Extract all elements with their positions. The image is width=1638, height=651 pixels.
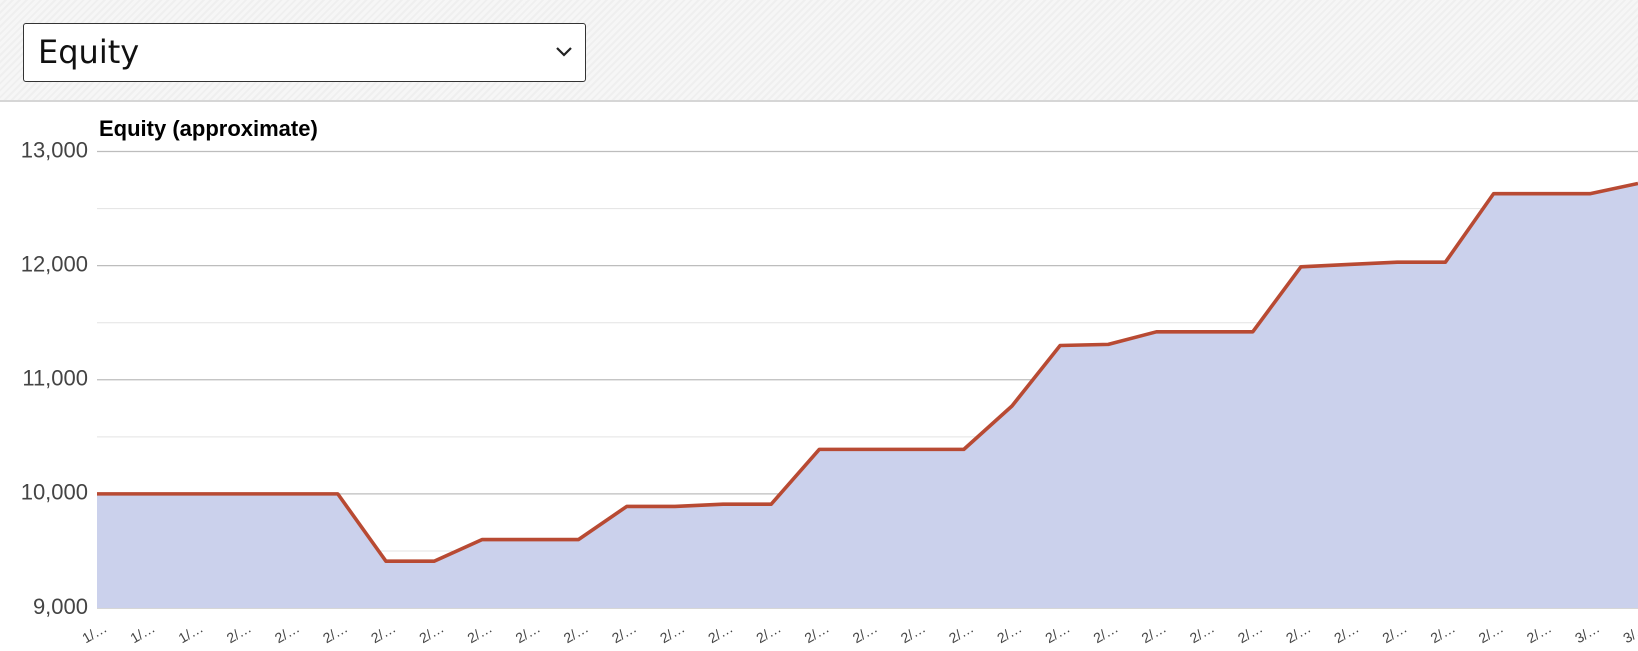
x-tick-label: 2/… <box>898 620 928 647</box>
x-tick-label: 2/… <box>513 620 543 647</box>
toolbar: Equity <box>0 0 1638 102</box>
x-tick-label: 2/… <box>946 620 976 647</box>
y-tick-label: 13,000 <box>21 137 88 162</box>
x-tick-label: 2/… <box>272 620 302 647</box>
y-tick-label: 11,000 <box>22 366 88 391</box>
x-tick-label: 2/… <box>1476 620 1506 647</box>
x-tick-label: 2/… <box>1283 620 1313 647</box>
x-tick-label: 2/… <box>609 620 639 647</box>
x-tick-label: 2/… <box>753 620 783 647</box>
x-tick-label: 2/… <box>1331 620 1361 647</box>
x-tick-label: 2/… <box>224 620 254 647</box>
series-dropdown[interactable]: Equity <box>23 23 586 82</box>
x-tick-label: 2/… <box>368 620 398 647</box>
x-tick-label: 2/… <box>1042 620 1072 647</box>
x-tick-label: 2/… <box>1379 620 1409 647</box>
x-tick-label: 3/… <box>1620 620 1638 647</box>
x-tick-label: 2/… <box>561 620 591 647</box>
dropdown-value: Equity <box>38 33 140 71</box>
x-tick-label: 2/… <box>1428 620 1458 647</box>
x-tick-label: 2/… <box>657 620 687 647</box>
line <box>97 181 1638 564</box>
x-tick-label: 2/… <box>1091 620 1121 647</box>
x-tick-label: 2/… <box>850 620 880 647</box>
x-tick-label: 3/… <box>1572 620 1602 647</box>
x-tick-label: 2/… <box>320 620 350 647</box>
x-tick-label: 2/… <box>1524 620 1554 647</box>
chart-title: Equity (approximate) <box>99 116 318 141</box>
y-tick-label: 9,000 <box>33 594 88 619</box>
dropdown-arrow <box>556 47 572 57</box>
x-tick-label: 1/… <box>127 620 157 647</box>
x-tick-label: 2/… <box>1139 620 1169 647</box>
x-tick-label: 2/… <box>416 620 446 647</box>
x-tick-label: 2/… <box>994 620 1024 647</box>
x-tick-label: 1/… <box>79 620 109 647</box>
x-tick-label: 2/… <box>1235 620 1265 647</box>
x-tick-label: 2/… <box>464 620 494 647</box>
x-tick-label: 2/… <box>802 620 832 647</box>
x-tick-label: 2/… <box>1187 620 1217 647</box>
area <box>97 183 1638 608</box>
y-tick-label: 12,000 <box>21 251 88 276</box>
x-tick-label: 2/… <box>705 620 735 647</box>
x-tick-label: 1/… <box>176 620 206 647</box>
y-tick-label: 10,000 <box>21 480 88 505</box>
